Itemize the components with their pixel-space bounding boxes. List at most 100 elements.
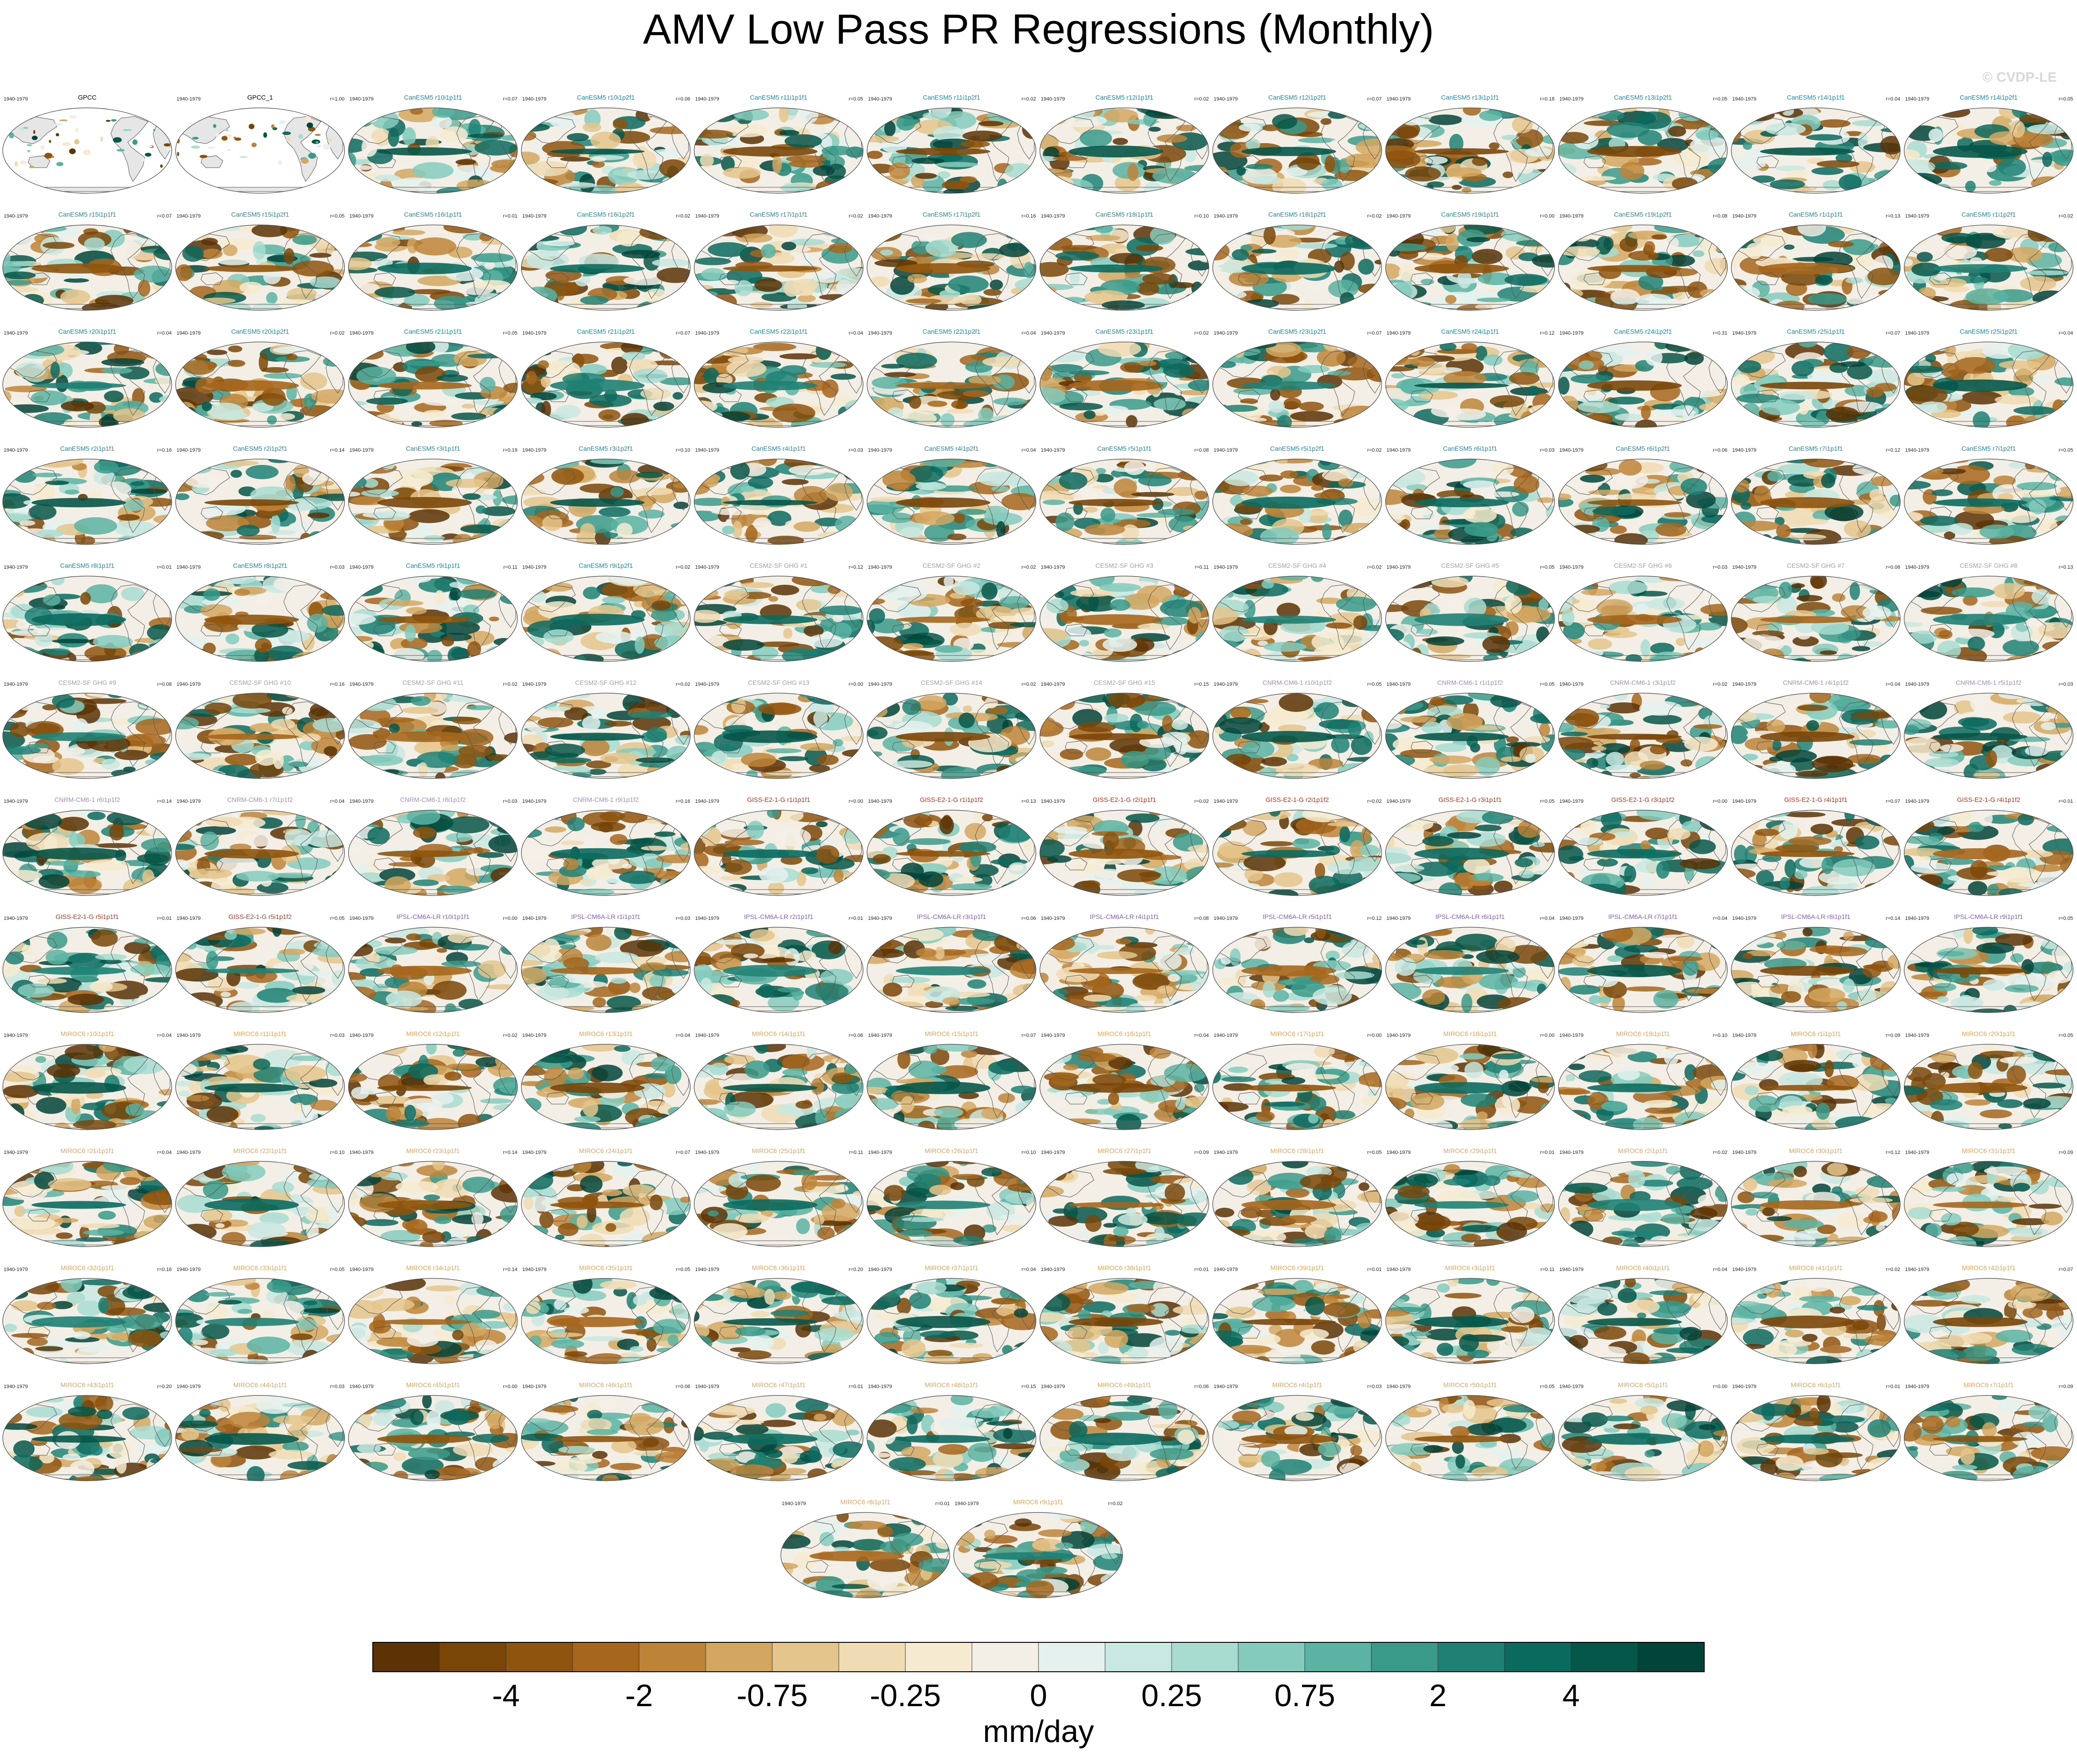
map-field	[348, 108, 517, 193]
panel-period: 1940-1979	[4, 213, 28, 219]
anomaly-blob	[62, 142, 71, 146]
anomaly-blob	[789, 239, 825, 246]
anomaly-blob	[2031, 176, 2065, 191]
panel-period: 1940-1979	[4, 330, 28, 336]
anomaly-blob	[1743, 141, 1752, 150]
anomaly-blob	[521, 179, 546, 185]
anomaly-blob	[640, 388, 671, 399]
coastline	[1493, 467, 1532, 533]
anomaly-blob	[358, 165, 372, 170]
anomaly-blob	[1428, 114, 1463, 125]
anomaly-blob	[1213, 110, 1237, 124]
anomaly-blob	[327, 138, 332, 142]
anomaly-blob	[849, 643, 863, 655]
anomaly-blob	[867, 619, 875, 635]
coastline	[802, 467, 840, 533]
map-field	[694, 459, 863, 544]
map-field	[1558, 576, 1728, 661]
map-border	[1385, 107, 1555, 194]
anomaly-blob	[895, 602, 931, 621]
anomaly-blob	[1222, 576, 1243, 584]
anomaly-blob	[694, 291, 711, 309]
anomaly-blob	[56, 162, 64, 167]
anomaly-blob	[1838, 174, 1862, 191]
panel-title: CanESM5 r9i1p2f1	[578, 562, 633, 569]
anomaly-blob	[1989, 180, 2002, 186]
anomaly-blob	[1073, 502, 1083, 515]
map-field	[3, 693, 172, 778]
anomaly-blob	[1734, 374, 1750, 387]
panel-title: CanESM5 r5i1p1f1	[1097, 445, 1152, 452]
anomaly-blob	[1286, 167, 1308, 176]
map-border	[175, 576, 345, 662]
anomaly-blob	[1147, 459, 1156, 469]
map-field	[1904, 576, 2073, 661]
anomaly-blob	[348, 184, 373, 192]
coastline	[1756, 623, 1779, 636]
anomaly-blob	[813, 165, 835, 176]
map-field	[1213, 459, 1382, 544]
map-panel: 1940-1979 CanESM5 r4i1p2f1 r=0.04	[866, 445, 1037, 545]
anomaly-blob	[370, 414, 403, 427]
anomaly-blob	[44, 648, 71, 656]
anomaly-blob	[1740, 342, 1779, 353]
anomaly-blob	[1041, 225, 1079, 238]
anomaly-blob	[1365, 179, 1382, 186]
map-field	[521, 342, 690, 427]
anomaly-blob	[1386, 263, 1401, 280]
anomaly-blob	[642, 496, 653, 511]
anomaly-blob	[1908, 576, 1918, 591]
anomaly-blob	[263, 269, 281, 285]
anomaly-blob	[298, 134, 303, 140]
coastline	[1929, 272, 1952, 285]
anomaly-blob	[870, 496, 908, 502]
panel-period: 1940-1979	[1560, 330, 1584, 336]
anomaly-blob	[580, 296, 609, 305]
anomaly-blob	[1153, 398, 1186, 410]
anomaly-blob	[821, 146, 853, 156]
anomaly-blob	[1366, 460, 1382, 466]
map-panel: 1940-1979 CanESM5 r18i1p2f1 r=0.02	[1212, 211, 1382, 311]
anomaly-blob	[907, 234, 942, 242]
anomaly-blob	[1060, 342, 1072, 352]
anomaly-blob	[521, 582, 549, 588]
anomaly-blob	[1740, 295, 1762, 310]
anomaly-blob	[1512, 116, 1533, 134]
panel-correlation: r=0.04	[1022, 330, 1036, 336]
anomaly-blob	[19, 160, 27, 164]
map-border	[866, 459, 1037, 545]
anomaly-blob	[1476, 421, 1488, 427]
anomaly-blob	[705, 459, 716, 472]
anomaly-blob	[1904, 225, 1941, 238]
anomaly-blob	[1583, 651, 1624, 658]
anomaly-blob	[1904, 182, 1915, 192]
map-panel: 1940-1979 GPCC	[2, 94, 172, 194]
anomaly-blob	[117, 514, 140, 521]
anomaly-blob	[1817, 119, 1851, 128]
panel-title: CanESM5 r21i1p2f1	[577, 328, 634, 335]
panel-title: CanESM5 r17i1p2f1	[922, 211, 980, 218]
anomaly-blob	[821, 379, 839, 398]
anomaly-blob	[1040, 292, 1062, 302]
coastline	[1065, 623, 1088, 636]
anomaly-blob	[322, 144, 331, 150]
panel-period: 1940-1979	[1214, 448, 1238, 453]
anomaly-blob	[1257, 640, 1268, 646]
anomaly-blob	[1046, 599, 1069, 614]
anomaly-blob	[3, 261, 36, 267]
anomaly-blob	[114, 750, 149, 761]
anomaly-blob	[29, 165, 34, 168]
map-border	[175, 342, 345, 428]
anomaly-blob	[1537, 497, 1555, 503]
anomaly-blob	[1213, 226, 1233, 234]
anomaly-blob	[1321, 179, 1342, 191]
anomaly-blob	[1023, 225, 1036, 234]
map-panel: 1940-1979 CanESM5 r2i1p1f1 r=0.16	[2, 445, 172, 545]
anomaly-blob	[915, 482, 947, 490]
anomaly-blob	[1517, 606, 1551, 622]
anomaly-blob	[256, 595, 270, 607]
anomaly-blob	[1121, 524, 1140, 541]
anomaly-blob	[1246, 139, 1260, 151]
map-border	[1903, 576, 2074, 662]
anomaly-blob	[207, 146, 215, 149]
